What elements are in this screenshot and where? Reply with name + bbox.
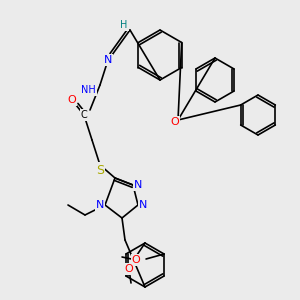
Text: O: O <box>171 117 179 127</box>
Text: O: O <box>132 255 140 265</box>
Text: O: O <box>124 264 134 274</box>
Text: N: N <box>104 55 112 65</box>
Text: O: O <box>68 95 76 105</box>
Text: N: N <box>134 180 142 190</box>
Text: H: H <box>120 20 128 30</box>
Text: NH: NH <box>81 85 96 95</box>
Text: C: C <box>81 110 87 120</box>
Text: S: S <box>96 164 104 176</box>
Text: N: N <box>96 200 104 210</box>
Text: N: N <box>139 200 147 210</box>
